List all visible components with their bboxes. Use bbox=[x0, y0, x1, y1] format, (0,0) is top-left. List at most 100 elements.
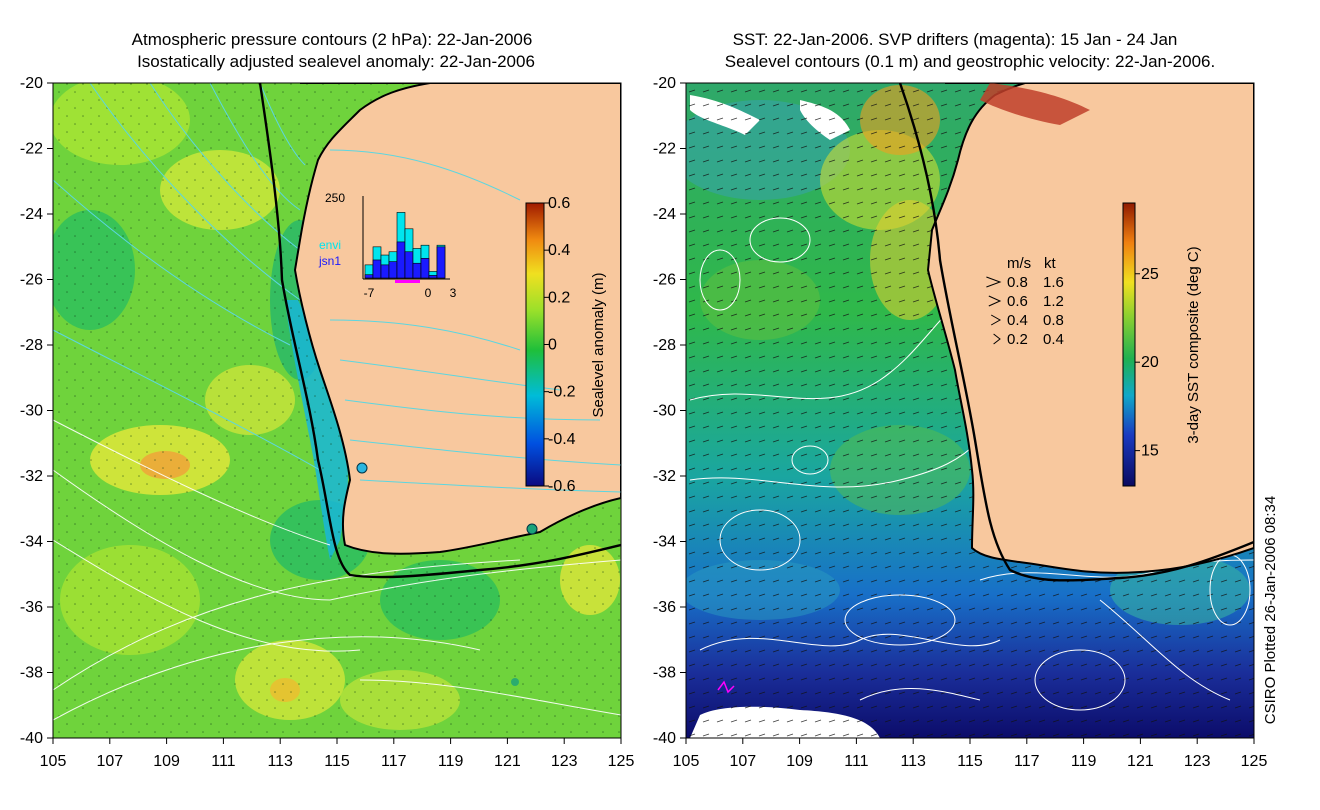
sealevel-colorbar: 0.6 0.4 0.2 0 -0.2 -0.4 -0.6 Sealevel anomaly … bbox=[525, 195, 607, 495]
lat-tick-label: -36 bbox=[20, 599, 43, 616]
lat-tick-label: -22 bbox=[20, 141, 43, 158]
velocity-legend-kt: 1.6 bbox=[1043, 274, 1064, 291]
velocity-legend-ms: 0.2 bbox=[1007, 331, 1028, 348]
lon-tick-label: 111 bbox=[211, 753, 235, 770]
lat-tick-label: -28 bbox=[653, 337, 676, 354]
lon-tick-label: 113 bbox=[900, 753, 926, 770]
lat-tick-label: -34 bbox=[20, 534, 43, 551]
sealevel-colorbar-tick-label: -0.4 bbox=[548, 431, 576, 448]
velocity-legend-rows: 0.8 1.6 0.6 1.2 0.4 0.8 0.2 0.4 bbox=[986, 274, 1064, 348]
tide-gauge-marker bbox=[356, 462, 368, 474]
lat-tick-label: -26 bbox=[20, 272, 43, 289]
lat-tick-label: -36 bbox=[653, 599, 676, 616]
velocity-scale-arrow bbox=[993, 333, 1001, 345]
sealevel-colorbar-ramp bbox=[525, 202, 545, 487]
histogram-bar-jsn1 bbox=[428, 275, 438, 279]
right-title-line1: SST: 22-Jan-2006. SVP drifters (magenta)… bbox=[733, 30, 1178, 49]
sst-colorbar-tick-label: 15 bbox=[1141, 443, 1159, 460]
sst-colorbar-label: 3-day SST composite (deg C) bbox=[1185, 246, 1202, 443]
velocity-legend: m/s kt 0.8 1.6 0.6 1.2 0.4 0.8 0.2 0.4 bbox=[986, 255, 1064, 348]
right-title-line2: Sealevel contours (0.1 m) and geostrophi… bbox=[725, 52, 1215, 71]
lat-tick-label: -34 bbox=[653, 534, 676, 551]
histogram-x-tick: 3 bbox=[450, 286, 457, 300]
sealevel-colorbar-tick-label: 0.6 bbox=[548, 195, 570, 212]
velocity-scale-arrow bbox=[990, 314, 1002, 326]
lat-tick-label: -24 bbox=[653, 206, 676, 223]
sealevel-colorbar-tick-label: 0.2 bbox=[548, 289, 570, 306]
histogram-bar-jsn1 bbox=[380, 264, 390, 279]
lat-tick-label: -20 bbox=[653, 75, 676, 92]
lon-tick-label: 111 bbox=[844, 753, 868, 770]
sst-colorbar-ramp bbox=[1122, 202, 1136, 487]
velocity-legend-header-ms: m/s bbox=[1007, 255, 1031, 272]
pressure-contours-white bbox=[53, 419, 621, 721]
histogram-x-tick: 0 bbox=[425, 286, 432, 300]
lon-tick-label: 123 bbox=[1184, 753, 1211, 770]
sealevel-colorbar-label: Sealevel anomaly (m) bbox=[590, 272, 607, 417]
right-axes: -20 -22 -24 -26 -28 -30 -32 -34 -36 -38 -40 105 107 1… bbox=[653, 75, 1268, 770]
lon-tick-label: 125 bbox=[608, 753, 635, 770]
sealevel-colorbar-tick-label: -0.2 bbox=[548, 384, 576, 401]
left-title-line2: Isostatically adjusted sealevel anomaly:… bbox=[137, 52, 535, 71]
lat-tick-label: -32 bbox=[653, 468, 676, 485]
histogram-bar-jsn1 bbox=[420, 258, 430, 279]
lat-tick-label: -20 bbox=[20, 75, 43, 92]
legend-envi: envi bbox=[319, 238, 341, 252]
lon-tick-label: 107 bbox=[729, 753, 756, 770]
lat-tick-label: -38 bbox=[653, 665, 676, 682]
lon-tick-label: 105 bbox=[40, 753, 67, 770]
lon-tick-label: 117 bbox=[1014, 753, 1040, 770]
inset-histogram: 250 envi jsn1 -7 0 3 bbox=[318, 191, 457, 300]
lon-tick-label: 113 bbox=[267, 753, 293, 770]
lon-tick-label: 119 bbox=[438, 753, 464, 770]
legend-jsn1: jsn1 bbox=[318, 254, 341, 268]
histogram-x-tick: -7 bbox=[364, 286, 375, 300]
tide-gauge-marker bbox=[526, 523, 538, 535]
lon-tick-label: 121 bbox=[1127, 753, 1154, 770]
lon-tick-label: 107 bbox=[96, 753, 123, 770]
lat-tick-label: -40 bbox=[20, 730, 43, 747]
lat-tick-label: -38 bbox=[20, 665, 43, 682]
sealevel-colorbar-tick-label: 0 bbox=[548, 337, 557, 354]
lon-tick-label: 109 bbox=[153, 753, 180, 770]
shelf-contour bbox=[898, 83, 1254, 582]
sst-colorbar-tick-label: 25 bbox=[1141, 266, 1159, 283]
lon-tick-label: 125 bbox=[1241, 753, 1268, 770]
left-axes: -20 -22 -24 -26 -28 -30 -32 -34 -36 -38 -40 105 107 1… bbox=[20, 75, 635, 770]
velocity-legend-kt: 1.2 bbox=[1043, 293, 1064, 310]
left-map-panel: Atmospheric pressure contours (2 hPa): 2… bbox=[20, 30, 635, 770]
lat-tick-label: -26 bbox=[653, 272, 676, 289]
pressure-contours bbox=[53, 83, 321, 471]
velocity-legend-header-kt: kt bbox=[1044, 255, 1057, 272]
lon-tick-label: 121 bbox=[494, 753, 521, 770]
shelf-contour bbox=[258, 83, 621, 579]
velocity-legend-kt: 0.4 bbox=[1043, 331, 1064, 348]
lat-tick-label: -30 bbox=[20, 403, 43, 420]
sealevel-colorbar-tick-label: 0.4 bbox=[548, 242, 570, 259]
right-map-panel: SST: 22-Jan-2006. SVP drifters (magenta)… bbox=[653, 30, 1268, 770]
velocity-legend-ms: 0.4 bbox=[1007, 312, 1028, 329]
velocity-scale-arrow bbox=[988, 295, 1002, 307]
right-map-area bbox=[686, 83, 1254, 738]
histogram-current-window bbox=[395, 280, 420, 283]
lon-tick-label: 119 bbox=[1071, 753, 1097, 770]
histogram-bar-jsn1 bbox=[372, 259, 382, 279]
sealevel-contours bbox=[689, 217, 1254, 711]
lon-tick-label: 123 bbox=[551, 753, 578, 770]
histogram-bar-jsn1 bbox=[364, 274, 374, 279]
lon-tick-label: 105 bbox=[673, 753, 700, 770]
histogram-bar-jsn1 bbox=[412, 262, 422, 279]
lat-tick-label: -32 bbox=[20, 468, 43, 485]
lon-tick-label: 115 bbox=[957, 753, 983, 770]
histogram-bar-jsn1 bbox=[388, 261, 398, 279]
lat-tick-label: -40 bbox=[653, 730, 676, 747]
land-pressure-contours bbox=[329, 149, 621, 493]
lon-tick-label: 117 bbox=[381, 753, 407, 770]
lon-tick-label: 115 bbox=[324, 753, 350, 770]
lat-tick-label: -24 bbox=[20, 206, 43, 223]
sst-colorbar: 25 20 15 3-day SST composite (deg C) bbox=[1122, 202, 1202, 487]
sealevel-colorbar-ticks: 0.6 0.4 0.2 0 -0.2 -0.4 -0.6 bbox=[544, 195, 576, 495]
sst-colorbar-ticks: 25 20 15 bbox=[1135, 266, 1159, 460]
lat-tick-label: -30 bbox=[653, 403, 676, 420]
